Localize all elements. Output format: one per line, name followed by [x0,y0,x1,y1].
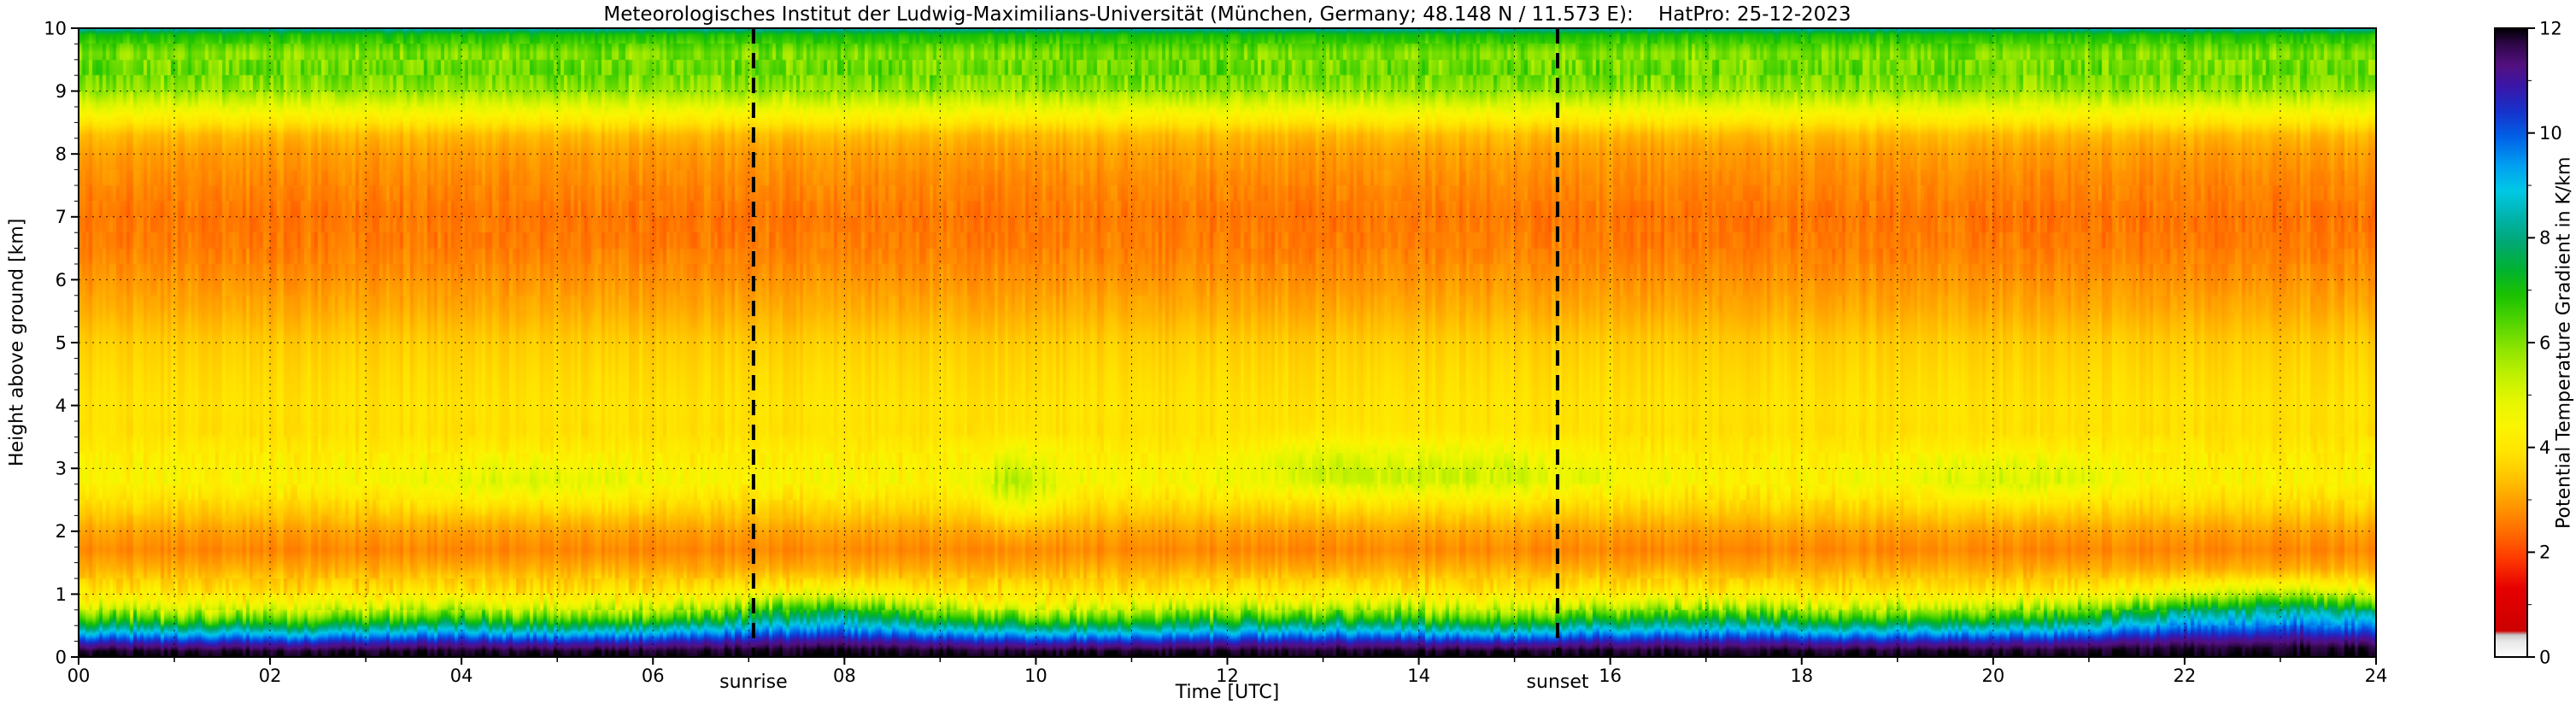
sunrise-label: sunrise [719,672,788,693]
y-tick-label: 10 [44,18,67,38]
y-tick-label: 1 [56,584,67,605]
colorbar-tick-label: 4 [2539,437,2550,458]
colorbar-canvas [2495,28,2527,657]
y-tick-label: 6 [56,270,67,290]
colorbar-tick-label: 2 [2539,543,2550,563]
y-tick-label: 4 [56,396,67,416]
y-tick-label: 7 [56,207,67,227]
x-axis-label: Time [UTC] [1175,682,1280,703]
y-tick-label: 3 [56,459,67,479]
colorbar-label: Potential Temperature Gradient in K/km [2553,156,2575,529]
heatmap-canvas [79,28,2376,657]
colorbar-tick-label: 6 [2539,332,2550,353]
y-axis-label: Height above ground [km] [6,218,28,467]
y-tick-label: 5 [56,332,67,353]
chart-title: Meteorologisches Institut der Ludwig-Max… [603,3,1851,26]
y-tick-label: 8 [56,144,67,165]
sunset-label: sunset [1526,672,1589,693]
y-tick-label: 2 [56,521,67,542]
colorbar-tick-label: 0 [2539,647,2550,667]
colorbar-tick-label: 8 [2539,228,2550,249]
y-tick-label: 9 [56,81,67,102]
y-tick-label: 0 [56,647,67,667]
